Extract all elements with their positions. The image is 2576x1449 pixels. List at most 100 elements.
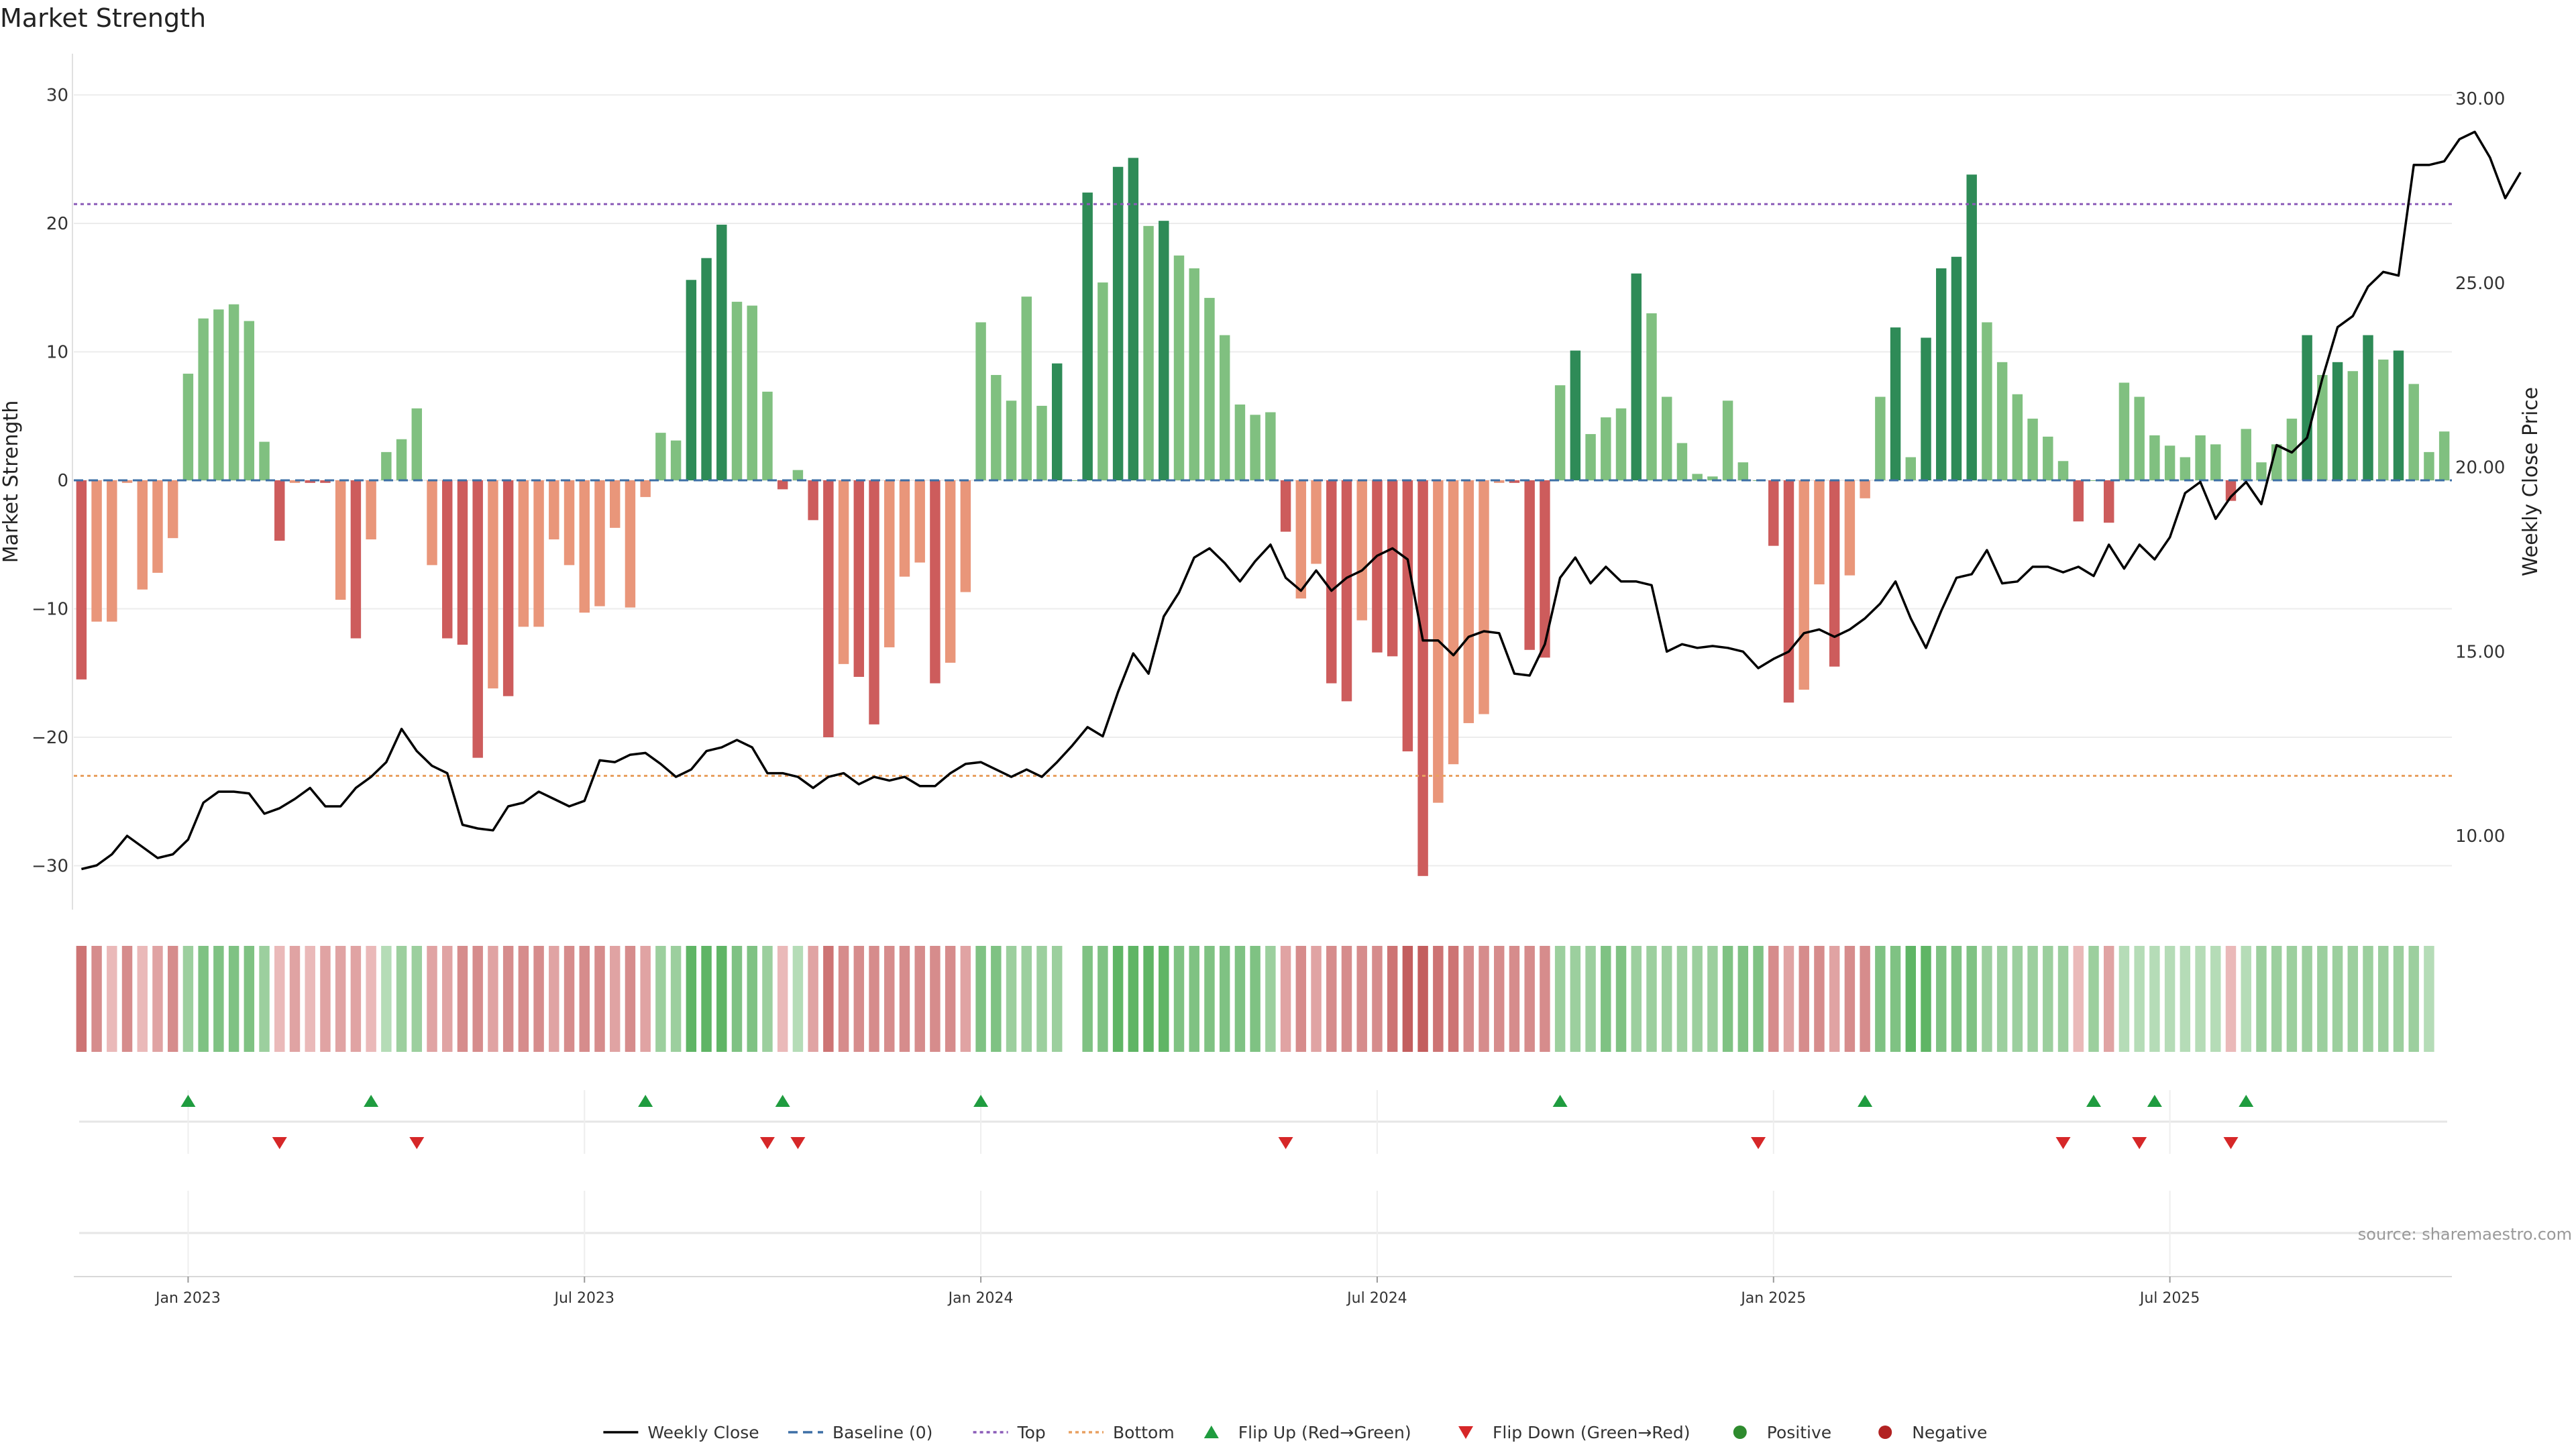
strength-tile <box>472 946 483 1052</box>
strength-bar <box>1189 268 1199 480</box>
strength-tile <box>1737 946 1749 1052</box>
strength-tile <box>1143 946 1154 1052</box>
strength-tile <box>1783 946 1794 1052</box>
strength-bar <box>1311 480 1322 564</box>
strength-bar <box>838 480 849 664</box>
strength-tile <box>2256 946 2267 1052</box>
strength-tile <box>2057 946 2069 1052</box>
strength-tile <box>640 946 651 1052</box>
strength-bar <box>2286 419 2298 480</box>
legend-item: Flip Up (Red→Green) <box>1203 1423 1411 1442</box>
legend-item: Baseline (0) <box>788 1423 932 1442</box>
strength-bar <box>305 480 315 483</box>
strength-bar <box>1982 322 1992 480</box>
strength-tile <box>1768 946 1779 1052</box>
strength-tile <box>747 946 757 1052</box>
chart-title: Market Strength <box>0 3 206 33</box>
strength-bar <box>2302 335 2312 480</box>
strength-tile <box>1951 946 1962 1052</box>
strength-tile <box>1219 946 1230 1052</box>
strength-bar <box>1494 480 1505 483</box>
strength-tile <box>975 946 986 1052</box>
strength-tile <box>1311 946 1322 1052</box>
strength-bar <box>2118 382 2130 480</box>
strength-bar <box>1326 480 1337 684</box>
strength-tile <box>167 946 178 1052</box>
strength-bar <box>1676 443 1688 480</box>
strength-bar <box>594 480 605 606</box>
strength-bar <box>1159 221 1169 480</box>
strength-tile <box>1417 946 1428 1052</box>
strength-tile <box>2424 946 2434 1052</box>
legend-label: Negative <box>1912 1423 1987 1442</box>
strength-bar <box>381 451 392 480</box>
strength-bar <box>1082 193 1093 480</box>
y-tick-label: 30 <box>46 86 68 106</box>
strength-tile <box>518 946 529 1052</box>
flip-up-marker <box>638 1095 653 1107</box>
strength-bar <box>914 480 925 563</box>
strength-tile <box>213 946 224 1052</box>
strength-bar <box>198 318 209 480</box>
strength-tile <box>427 946 437 1052</box>
strength-tile <box>305 946 315 1052</box>
strength-bar <box>655 433 666 480</box>
strength-tile <box>655 946 666 1052</box>
strength-tile <box>1112 946 1124 1052</box>
strength-tile <box>853 946 865 1052</box>
strength-tile <box>1341 946 1352 1052</box>
strength-bar <box>2408 384 2419 480</box>
strength-bar <box>1692 474 1703 480</box>
strength-tile <box>1996 946 2008 1052</box>
strength-tile <box>823 946 834 1052</box>
strength-bar <box>2043 436 2053 480</box>
strength-tile <box>320 946 331 1052</box>
strength-bar <box>2103 480 2114 523</box>
strength-tile <box>1570 946 1581 1052</box>
strength-tile <box>1661 946 1672 1052</box>
strength-tile <box>762 946 773 1052</box>
strength-tile <box>2073 946 2084 1052</box>
flip-up-marker <box>180 1095 196 1107</box>
strength-bar <box>1112 166 1124 481</box>
strength-tile <box>2195 946 2206 1052</box>
strength-tile <box>1082 946 1093 1052</box>
strength-bar <box>1722 400 1733 480</box>
strength-bar <box>411 408 423 480</box>
y-axis-label: Market Strength <box>0 400 23 563</box>
strength-tile <box>1036 946 1047 1052</box>
strength-bar <box>1554 385 1566 480</box>
strength-tile <box>1021 946 1032 1052</box>
strength-bar <box>396 439 407 480</box>
strength-bar <box>2149 435 2160 480</box>
strength-bar <box>2057 461 2069 480</box>
strength-tile <box>2393 946 2404 1052</box>
strength-tile <box>1128 946 1139 1052</box>
strength-bar <box>1372 480 1383 653</box>
strength-tile <box>2378 946 2389 1052</box>
strength-tile <box>411 946 423 1052</box>
strength-bar <box>1234 405 1246 480</box>
strength-bar <box>1524 480 1535 650</box>
strength-bar <box>320 480 331 483</box>
strength-bar <box>167 480 178 539</box>
strength-bar <box>1966 174 1977 480</box>
strength-bar <box>1417 480 1428 876</box>
strength-tile <box>670 946 682 1052</box>
legend-swatch <box>1458 1426 1473 1439</box>
strength-tile <box>731 946 743 1052</box>
strength-bar <box>1921 337 1931 480</box>
strength-tile <box>1479 946 1489 1052</box>
legend-swatch <box>1203 1426 1219 1438</box>
strength-bar <box>289 480 301 483</box>
strength-bar <box>1601 417 1611 480</box>
strength-tile <box>1494 946 1505 1052</box>
strength-tile <box>1601 946 1611 1052</box>
strength-tile <box>930 946 941 1052</box>
strength-tile <box>1326 946 1337 1052</box>
strength-tile <box>1814 946 1825 1052</box>
strength-bar <box>1295 480 1307 599</box>
date-tick-label: Jul 2025 <box>2139 1290 2200 1307</box>
strength-tile <box>2271 946 2282 1052</box>
